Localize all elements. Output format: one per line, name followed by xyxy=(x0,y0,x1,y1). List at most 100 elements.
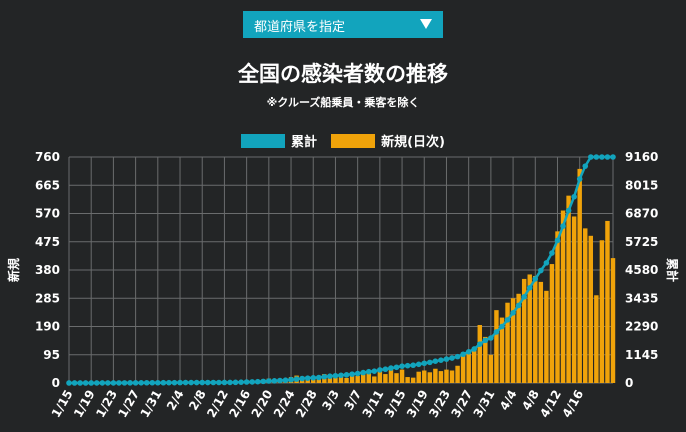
cumulative-point xyxy=(160,379,167,386)
cumulative-point xyxy=(204,379,211,386)
cumulative-point xyxy=(338,372,344,379)
cumulative-point xyxy=(471,346,478,352)
cumulative-point xyxy=(549,250,555,256)
prefecture-select-label: 都道府県を指定 xyxy=(254,20,346,35)
cumulative-point xyxy=(371,368,378,374)
cumulative-point xyxy=(538,267,544,274)
cumulative-point xyxy=(332,372,339,379)
cumulative-point xyxy=(82,380,89,386)
daily-bar xyxy=(494,310,499,383)
right-tick-label: 8015 xyxy=(625,178,658,192)
daily-bar xyxy=(505,302,510,383)
cumulative-point xyxy=(465,349,472,355)
cumulative-point xyxy=(604,154,611,160)
x-tick-label: 2/24 xyxy=(271,388,298,420)
cumulative-point xyxy=(360,369,367,376)
cumulative-point xyxy=(521,293,527,300)
cumulative-point xyxy=(182,379,189,386)
legend-item-daily[interactable]: 新規(日次) xyxy=(331,131,445,150)
daily-bar xyxy=(571,216,577,383)
cumulative-point xyxy=(77,380,83,386)
daily-bar xyxy=(466,353,471,383)
x-tick-label: 2/12 xyxy=(204,388,231,420)
x-tick-label: 4/12 xyxy=(537,388,564,420)
daily-bar xyxy=(394,373,399,383)
chevron-down-icon[interactable] xyxy=(420,19,432,29)
cumulative-point xyxy=(177,379,183,386)
daily-bar xyxy=(372,376,377,383)
left-tick-label: 665 xyxy=(35,178,60,192)
cumulative-point xyxy=(554,237,561,244)
cumulative-point xyxy=(510,310,516,316)
cumulative-point xyxy=(210,379,217,386)
cumulative-point xyxy=(560,223,566,229)
daily-bar xyxy=(388,369,394,383)
daily-bar xyxy=(610,258,616,383)
cumulative-point xyxy=(343,372,350,378)
left-tick-label: 570 xyxy=(35,207,60,221)
cumulative-point xyxy=(565,207,572,214)
cumulative-point xyxy=(232,379,239,386)
cumulative-point xyxy=(271,378,278,384)
daily-bar xyxy=(344,377,349,383)
daily-bar xyxy=(549,264,555,383)
daily-bar xyxy=(533,275,538,383)
cumulative-point xyxy=(315,374,322,381)
cumulative-point xyxy=(166,379,172,386)
cumulative-point xyxy=(593,154,600,160)
daily-bar xyxy=(544,290,549,383)
daily-bar xyxy=(366,372,371,383)
left-tick-label: 190 xyxy=(35,320,60,334)
cumulative-point xyxy=(93,380,100,386)
prefecture-select[interactable]: 都道府県を指定 xyxy=(243,11,443,38)
cumulative-point xyxy=(365,368,372,375)
x-tick-label: 2/4 xyxy=(164,388,187,413)
cumulative-point xyxy=(282,377,289,384)
cumulative-point xyxy=(354,370,361,377)
cumulative-point xyxy=(293,376,300,382)
x-tick-label: 3/31 xyxy=(471,388,498,420)
daily-bar xyxy=(483,336,488,383)
cumulative-point xyxy=(443,356,450,362)
daily-bar xyxy=(583,228,588,383)
daily-bar xyxy=(594,295,599,383)
daily-bar xyxy=(560,210,566,383)
cumulative-point xyxy=(310,374,317,381)
right-tick-label: 5725 xyxy=(625,235,658,249)
x-tick-label: 1/31 xyxy=(138,388,165,420)
cumulative-point xyxy=(454,353,461,360)
cumulative-point xyxy=(193,379,200,386)
legend-label-daily: 新規(日次) xyxy=(381,135,445,150)
cumulative-point xyxy=(188,379,194,386)
cumulative-point xyxy=(110,380,117,386)
cumulative-point xyxy=(532,276,539,282)
cumulative-point xyxy=(249,379,255,385)
left-tick-label: 0 xyxy=(52,376,60,390)
right-tick-label: 6870 xyxy=(625,207,658,221)
cumulative-point xyxy=(221,379,228,386)
x-tick-label: 3/27 xyxy=(448,388,475,420)
daily-bar xyxy=(521,278,527,383)
cumulative-point xyxy=(121,380,128,386)
daily-bar xyxy=(588,235,594,383)
daily-bar xyxy=(460,354,466,383)
daily-bar xyxy=(566,195,571,383)
right-axis-label: 累計 xyxy=(665,258,680,282)
cumulative-point xyxy=(415,361,422,368)
cumulative-point xyxy=(243,379,250,385)
daily-bar xyxy=(422,370,427,383)
daily-bar xyxy=(555,231,560,383)
daily-bar xyxy=(399,369,405,383)
cumulative-point xyxy=(404,362,411,369)
x-tick-label: 3/19 xyxy=(404,388,431,420)
daily-bar xyxy=(410,377,416,383)
cumulative-point xyxy=(582,163,589,169)
daily-bar xyxy=(527,274,532,383)
daily-bar xyxy=(438,371,444,383)
legend-item-cumulative[interactable]: 累計 xyxy=(241,131,317,150)
cumulative-point xyxy=(377,367,383,373)
daily-bar xyxy=(316,379,322,383)
daily-bar xyxy=(472,348,477,383)
x-tick-label: 1/15 xyxy=(49,388,76,420)
